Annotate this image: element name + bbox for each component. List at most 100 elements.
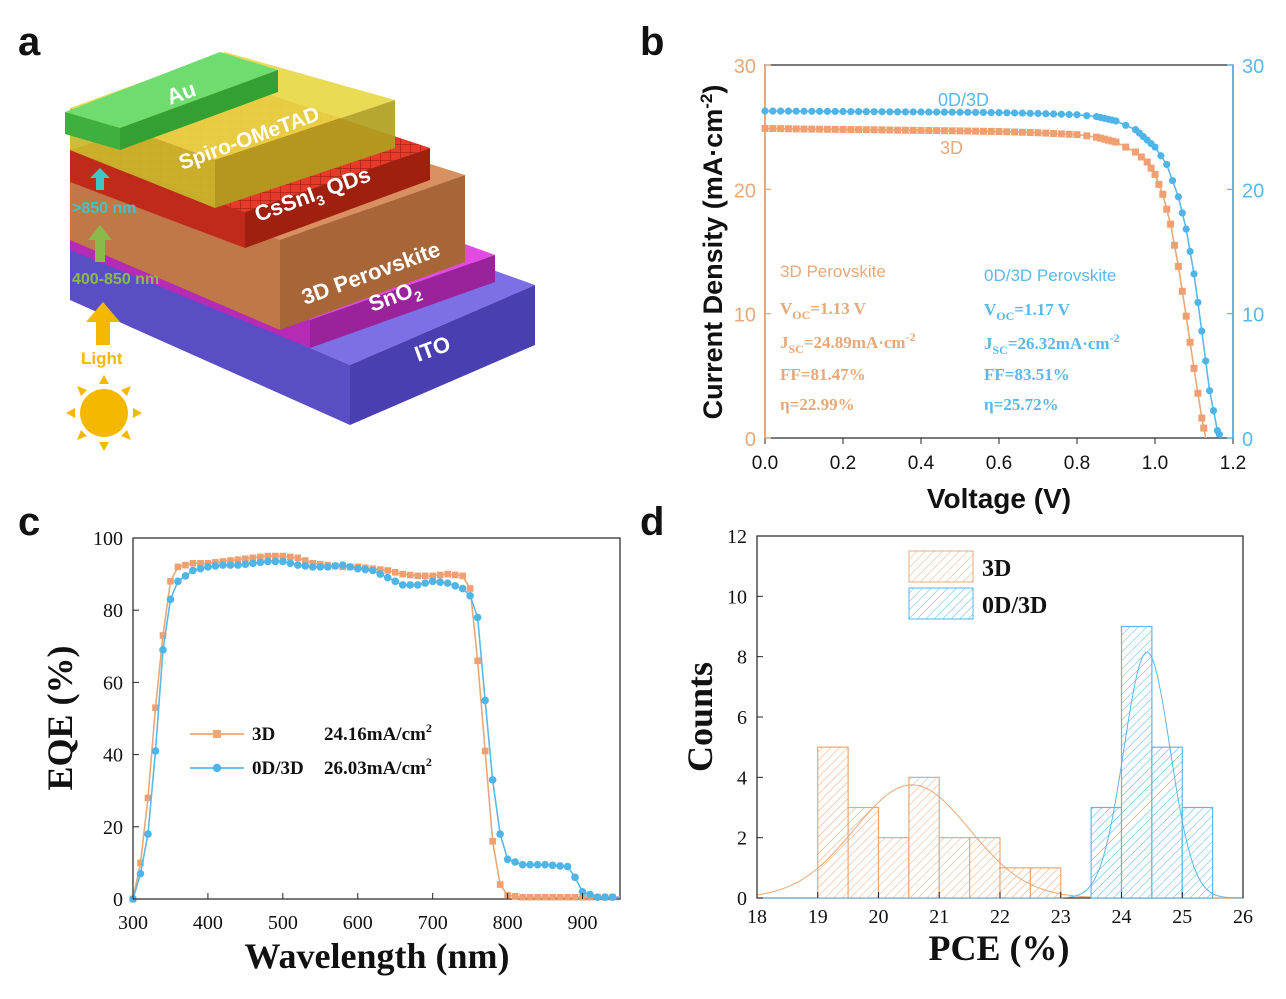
- jv-ytick-right: 30: [1242, 56, 1264, 78]
- eqe-point-0d3d: [144, 830, 152, 838]
- jv-point-3d: [1159, 190, 1167, 198]
- pce-xlabel: PCE (%): [929, 928, 1070, 968]
- histogram-bar-0d3d: [1120, 625, 1153, 899]
- eqe-point-0d3d: [608, 893, 617, 901]
- sun-icon: [66, 375, 142, 451]
- jv-point-0d3d: [1215, 430, 1223, 438]
- eqe-point-3d: [466, 585, 474, 592]
- eqe-point-0d3d: [219, 561, 227, 569]
- ann-3d-title: 3D Perovskite: [780, 262, 886, 281]
- jv-point-3d: [1122, 143, 1130, 151]
- jv-point-3d: [1132, 148, 1139, 156]
- eqe-point-3d: [496, 881, 504, 888]
- pce-xtick-label: 23: [1051, 906, 1071, 928]
- jv-point-3d: [870, 126, 878, 134]
- eqe-point-0d3d: [443, 579, 452, 587]
- jv-point-3d: [909, 126, 917, 134]
- pce-xtick-label: 20: [869, 906, 889, 928]
- panel-letter-a: a: [18, 20, 41, 64]
- eqe-point-3d: [249, 554, 257, 562]
- jv-point-3d: [1151, 170, 1159, 178]
- ann-3d-voc: VOC=1.13 V: [780, 299, 867, 322]
- jv-point-3d: [831, 125, 839, 133]
- ito-layer-front: [70, 245, 350, 425]
- eqe-point-0d3d: [511, 858, 519, 866]
- jv-point-3d: [1104, 136, 1112, 144]
- jv-ytick-left: 20: [734, 180, 756, 202]
- eqe-point-0d3d: [316, 563, 325, 571]
- jv-point-3d: [1171, 241, 1178, 249]
- jv-point-3d: [1137, 153, 1145, 161]
- histogram-bar-3d: [908, 776, 940, 899]
- pce-ylabel: Counts: [680, 662, 720, 772]
- eqe-xtick-label: 500: [268, 912, 298, 934]
- pce-ytick-label: 10: [727, 586, 747, 608]
- jv-point-0d3d: [839, 107, 847, 116]
- jv-point-0d3d: [1151, 143, 1159, 151]
- jv-curve-label-0d3d: 0D/3D: [938, 90, 989, 110]
- eqe-point-0d3d: [309, 563, 317, 571]
- eqe-point-0d3d: [436, 578, 444, 587]
- eqe-ytick-label: 100: [93, 528, 123, 550]
- eqe-point-3d: [489, 837, 496, 845]
- eqe-point-0d3d: [541, 860, 549, 869]
- eqe-point-3d: [137, 859, 144, 867]
- eqe-point-0d3d: [324, 563, 332, 571]
- jv-point-0d3d: [769, 107, 777, 115]
- jv-point-3d: [1018, 128, 1026, 136]
- jv-point-3d: [800, 125, 808, 133]
- panel-letter-c: c: [18, 500, 40, 544]
- pce-ytick-label: 6: [737, 707, 747, 729]
- jv-point-0d3d: [1194, 298, 1202, 307]
- eqe-point-3d: [474, 657, 481, 665]
- jv-point-0d3d: [1209, 407, 1218, 415]
- spiro-layer-side: [215, 100, 395, 208]
- eqe-ytick-label: 0: [113, 889, 123, 911]
- pce-ytick-label: 0: [737, 888, 747, 910]
- jv-point-3d: [1194, 389, 1202, 397]
- eqe-point-3d: [519, 893, 526, 901]
- jv-point-3d: [1112, 138, 1120, 146]
- eqe-chart: 300 400 500 600 700 800 900 0 20 40 60 80 100 Wavele…: [40, 528, 621, 976]
- eqe-point-0d3d: [279, 557, 287, 566]
- pce-ytick-label: 8: [737, 647, 747, 669]
- jv-point-0d3d: [1065, 110, 1073, 119]
- eqe-point-0d3d: [451, 582, 459, 590]
- eqe-point-0d3d: [413, 581, 422, 589]
- jv-point-0d3d: [1018, 109, 1026, 117]
- pce-xtick-label: 26: [1233, 906, 1253, 928]
- jv-point-0d3d: [1042, 110, 1050, 118]
- eqe-point-3d: [549, 893, 556, 901]
- eqe-point-0d3d: [593, 893, 602, 901]
- label-850nm: >850 nm: [72, 200, 136, 217]
- jv-point-3d: [886, 126, 894, 134]
- eqe-point-0d3d: [294, 561, 302, 569]
- eqe-point-0d3d: [256, 558, 265, 567]
- sno2-layer-side: [310, 255, 495, 348]
- jv-point-0d3d: [972, 108, 980, 116]
- pce-xtick-label: 21: [929, 906, 949, 928]
- eqe-point-0d3d: [391, 577, 400, 586]
- eqe-point-0d3d: [518, 860, 527, 869]
- ann-3d-eta: η=22.99%: [780, 395, 855, 414]
- ann-0d3d-voc: VOC=1.17 V: [984, 300, 1071, 323]
- eqe-point-3d: [481, 747, 489, 755]
- eqe-point-0d3d: [406, 581, 415, 589]
- eqe-point-0d3d: [346, 563, 355, 571]
- au-layer-front: [65, 112, 120, 150]
- legend-value-3d: 24.16mA/cm2: [324, 721, 432, 745]
- eqe-point-0d3d: [428, 577, 437, 586]
- light-arrow-icon: [86, 302, 120, 345]
- eqe-point-3d: [159, 632, 167, 639]
- legend-marker-3d: [213, 730, 221, 738]
- jv-point-3d: [1034, 129, 1042, 137]
- eqe-legend: 3D 24.16mA/cm2 0D/3D 26.03mA/cm2: [190, 721, 432, 779]
- eqe-point-3d: [279, 552, 287, 560]
- jv-point-3d: [839, 125, 847, 133]
- jv-point-3d: [855, 126, 863, 134]
- eqe-point-0d3d: [578, 887, 587, 896]
- ann-0d3d-ff: FF=83.51%: [984, 365, 1070, 384]
- eqe-point-0d3d: [586, 890, 594, 899]
- jv-point-3d: [1167, 220, 1175, 228]
